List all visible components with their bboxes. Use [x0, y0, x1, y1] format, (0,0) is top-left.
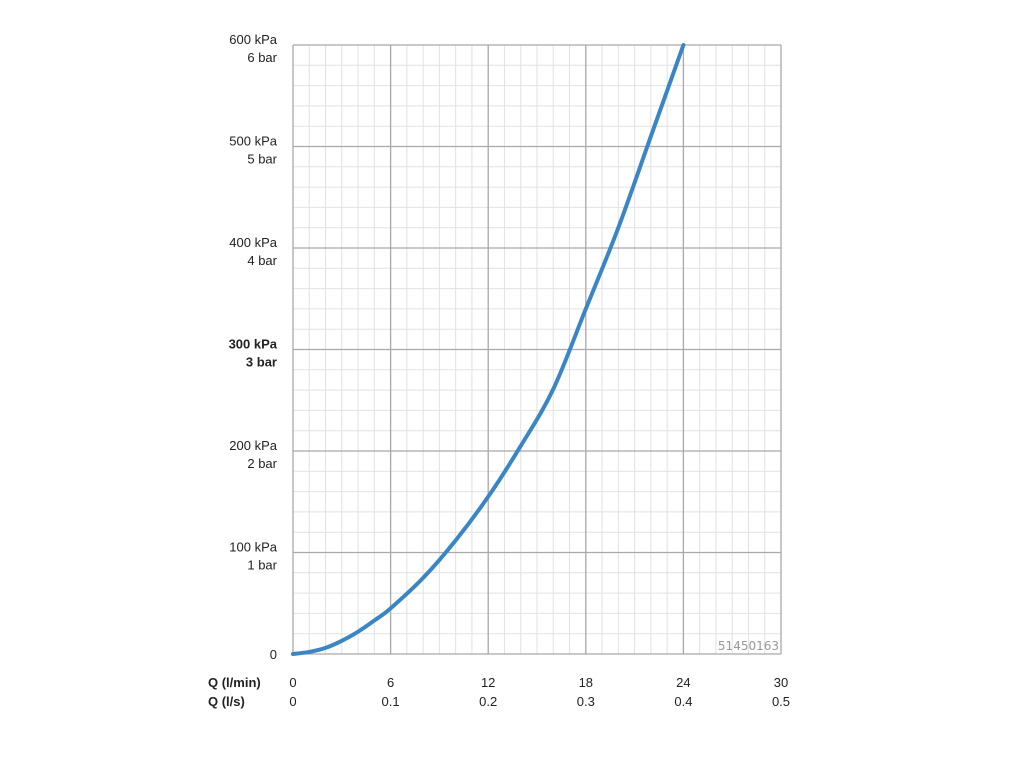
y-tick-label-kpa: 600 kPa — [229, 32, 277, 47]
x-axis-ticks: 0 0 6 0.1 12 0.2 18 0.3 24 0.4 30 0.5 — [289, 675, 790, 709]
y-tick-label-bar: 1 bar — [247, 558, 277, 573]
y-tick-label-kpa: 100 kPa — [229, 540, 277, 555]
x-tick-label-lmin: 12 — [481, 675, 495, 690]
x-tick-label-ls: 0 — [289, 694, 296, 709]
y-tick-label-bar: 4 bar — [247, 253, 277, 268]
x-tick-label-lmin: 0 — [289, 675, 296, 690]
y-tick-label-bar: 5 bar — [247, 152, 277, 167]
y-tick-label-kpa: 0 — [270, 647, 277, 662]
x-tick-label-ls: 0.1 — [382, 694, 400, 709]
x-tick-label-ls: 0.5 — [772, 694, 790, 709]
y-tick-label-kpa: 400 kPa — [229, 235, 277, 250]
x-tick-label-ls: 0.4 — [674, 694, 692, 709]
x-tick-label-lmin: 30 — [774, 675, 788, 690]
y-tick-label-bar: 6 bar — [247, 50, 277, 65]
x-axis-label-ls: Q (l/s) — [208, 694, 245, 709]
x-tick-label-lmin: 24 — [676, 675, 690, 690]
major-grid — [292, 44, 782, 655]
y-tick-label-bar: 2 bar — [247, 456, 277, 471]
product-code: 51450163 — [718, 639, 779, 653]
y-tick-label-kpa: 500 kPa — [229, 134, 277, 149]
x-tick-label-ls: 0.2 — [479, 694, 497, 709]
y-axis-ticks: 0 100 kPa 1 bar 200 kPa 2 bar 300 kPa 3 bar 400… — [229, 32, 278, 662]
y-tick-label-bar: 3 bar — [246, 355, 277, 370]
x-tick-label-ls: 0.3 — [577, 694, 595, 709]
y-tick-label-kpa: 200 kPa — [229, 438, 277, 453]
x-axis-label-lmin: Q (l/min) — [208, 675, 261, 690]
series-layer — [291, 43, 686, 656]
x-tick-label-lmin: 6 — [387, 675, 394, 690]
y-tick-label-kpa: 300 kPa — [229, 337, 278, 352]
x-tick-label-lmin: 18 — [579, 675, 593, 690]
series-line — [291, 43, 686, 656]
